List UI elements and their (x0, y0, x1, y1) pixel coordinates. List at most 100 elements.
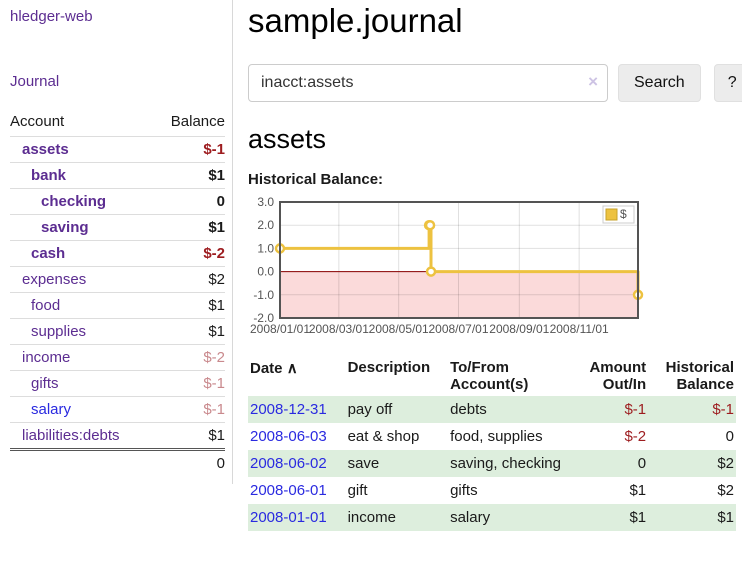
account-link-gifts[interactable]: gifts (31, 375, 59, 392)
plot-border (279, 201, 639, 319)
account-row: bank $1 (10, 162, 225, 189)
transaction-balance: $2 (717, 482, 734, 499)
transaction-amount: 0 (565, 450, 649, 477)
transaction-accounts: food, supplies (450, 428, 543, 445)
account-row: cash $-2 (10, 240, 225, 267)
account-row: salary $-1 (10, 396, 225, 423)
chart-heading: Historical Balance: (248, 171, 384, 188)
search-input[interactable] (248, 64, 608, 102)
data-point-marker (425, 266, 437, 277)
legend-label: $ (620, 207, 627, 221)
account-balance: $1 (153, 422, 225, 450)
y-tick-label: 0.0 (257, 265, 274, 279)
transaction-balance: $1 (648, 504, 736, 531)
account-link-assets[interactable]: assets (22, 141, 69, 158)
date-link[interactable]: 2008-12-31 (250, 401, 327, 418)
date-link[interactable]: 2008-01-01 (250, 509, 327, 526)
transaction-balance: $-1 (648, 396, 736, 423)
transaction-balance: $2 (648, 450, 736, 477)
clear-search-icon[interactable]: × (588, 72, 598, 91)
account-link-income[interactable]: income (22, 349, 71, 366)
sidebar: hledger-web Journal Account Balance asse… (0, 0, 233, 484)
transaction-description: eat & shop (347, 428, 420, 445)
account-link-checking[interactable]: checking (41, 193, 107, 210)
account-link-salary[interactable]: salary (31, 401, 72, 418)
y-tick-label: -1.0 (253, 288, 274, 302)
x-tick-label: 2008/11/01 (550, 322, 609, 336)
transaction-accounts: gifts (450, 482, 478, 499)
account-balance: $-2 (153, 240, 225, 267)
transaction-amount: $1 (629, 482, 647, 499)
balance-column-header: Balance (170, 113, 225, 130)
date-link[interactable]: 2008-06-03 (250, 428, 327, 445)
transaction-row: 2008-01-01 income salary $1 $1 (248, 504, 736, 531)
account-link-bank[interactable]: bank (31, 167, 67, 184)
transaction-date: 2008-06-01 (248, 477, 346, 504)
account-row: income $-2 (10, 344, 225, 371)
account-balance: $1 (153, 162, 225, 189)
account-link-liabilities-debts[interactable]: liabilities:debts (22, 427, 120, 444)
account-link-supplies[interactable]: supplies (31, 323, 87, 340)
account-row: food $1 (10, 292, 225, 319)
transaction-row: 2008-12-31 pay off debts $-1 $-1 (248, 396, 736, 423)
balance-column-header-main: Historical Balance (665, 359, 734, 393)
main-content: sample.journal × Search ? assets Histori… (233, 0, 742, 541)
account-balance: $1 (153, 318, 225, 345)
account-heading: assets (248, 124, 327, 154)
date-column-header: Date ∧ (250, 360, 298, 377)
date-link[interactable]: 2008-06-02 (250, 455, 327, 472)
x-tick-label: 2008/09/01 (489, 322, 549, 336)
y-tick-label: -2.0 (253, 311, 274, 325)
register-header-row: Date ∧ Description To/From Account(s) Am… (248, 356, 736, 396)
legend-swatch (605, 208, 618, 221)
y-tick-label: 2.0 (257, 218, 274, 232)
amount-column-header: Amount Out/In (589, 359, 647, 393)
register-body: 2008-12-31 pay off debts $-1 $-1 2008-06-03 ea… (248, 396, 736, 531)
sidebar-item-journal[interactable]: Journal (10, 73, 60, 90)
account-balance: $-1 (153, 136, 225, 163)
help-button[interactable]: ? (713, 64, 742, 102)
description-column-header: Description (347, 359, 431, 376)
account-total-row: 0 (10, 448, 225, 476)
x-tick-label: 2008/03/01 (309, 322, 369, 336)
account-link-cash[interactable]: cash (31, 245, 66, 262)
negative-region (280, 271, 638, 318)
account-row: gifts $-1 (10, 370, 225, 397)
transaction-balance: 0 (725, 428, 734, 445)
x-tick-label: 2008/01/01 (250, 322, 310, 336)
account-balance: $-2 (153, 344, 225, 371)
account-balance: $1 (153, 214, 225, 241)
account-tree-body: assets $-1 bank $1 checking 0 saving $1 cash $-2 e… (10, 136, 225, 450)
y-tick-label: 3.0 (257, 195, 274, 209)
transaction-amount: $-1 (565, 396, 649, 423)
data-point-marker (424, 219, 436, 231)
account-link-expenses[interactable]: expenses (22, 271, 87, 288)
brand: hledger-web (10, 8, 224, 26)
chart-legend: $ (602, 205, 635, 224)
account-tree: Account Balance assets $-1 bank $1 checking 0… (10, 110, 225, 476)
account-row: expenses $2 (10, 266, 225, 293)
accounts-column-header: To/From Account(s) (450, 359, 529, 393)
transaction-description: pay off (345, 396, 449, 423)
search-bar: × Search ? (248, 64, 742, 102)
transaction-date: 2008-01-01 (248, 504, 346, 531)
transaction-row: 2008-06-03 eat & shop food, supplies $-2 0 (248, 423, 736, 450)
brand-link[interactable]: hledger-web (10, 8, 93, 25)
transaction-date: 2008-12-31 (248, 396, 346, 423)
account-link-food[interactable]: food (31, 297, 61, 314)
register-table: Date ∧ Description To/From Account(s) Am… (248, 356, 736, 531)
x-tick-label: 2008/05/01 (369, 322, 429, 336)
account-row: liabilities:debts $1 (10, 422, 225, 450)
account-row: assets $-1 (10, 136, 225, 163)
account-row: supplies $1 (10, 318, 225, 345)
search-button[interactable]: Search (618, 64, 701, 102)
account-balance: 0 (153, 188, 225, 215)
transaction-row: 2008-06-01 gift gifts $1 $2 (248, 477, 736, 504)
transaction-accounts: salary (448, 504, 566, 531)
account-link-saving[interactable]: saving (41, 219, 89, 236)
account-balance: $2 (153, 266, 225, 293)
date-link[interactable]: 2008-06-01 (250, 482, 327, 499)
sort-ascending-icon: ∧ (286, 360, 298, 377)
transaction-amount: $1 (565, 504, 649, 531)
